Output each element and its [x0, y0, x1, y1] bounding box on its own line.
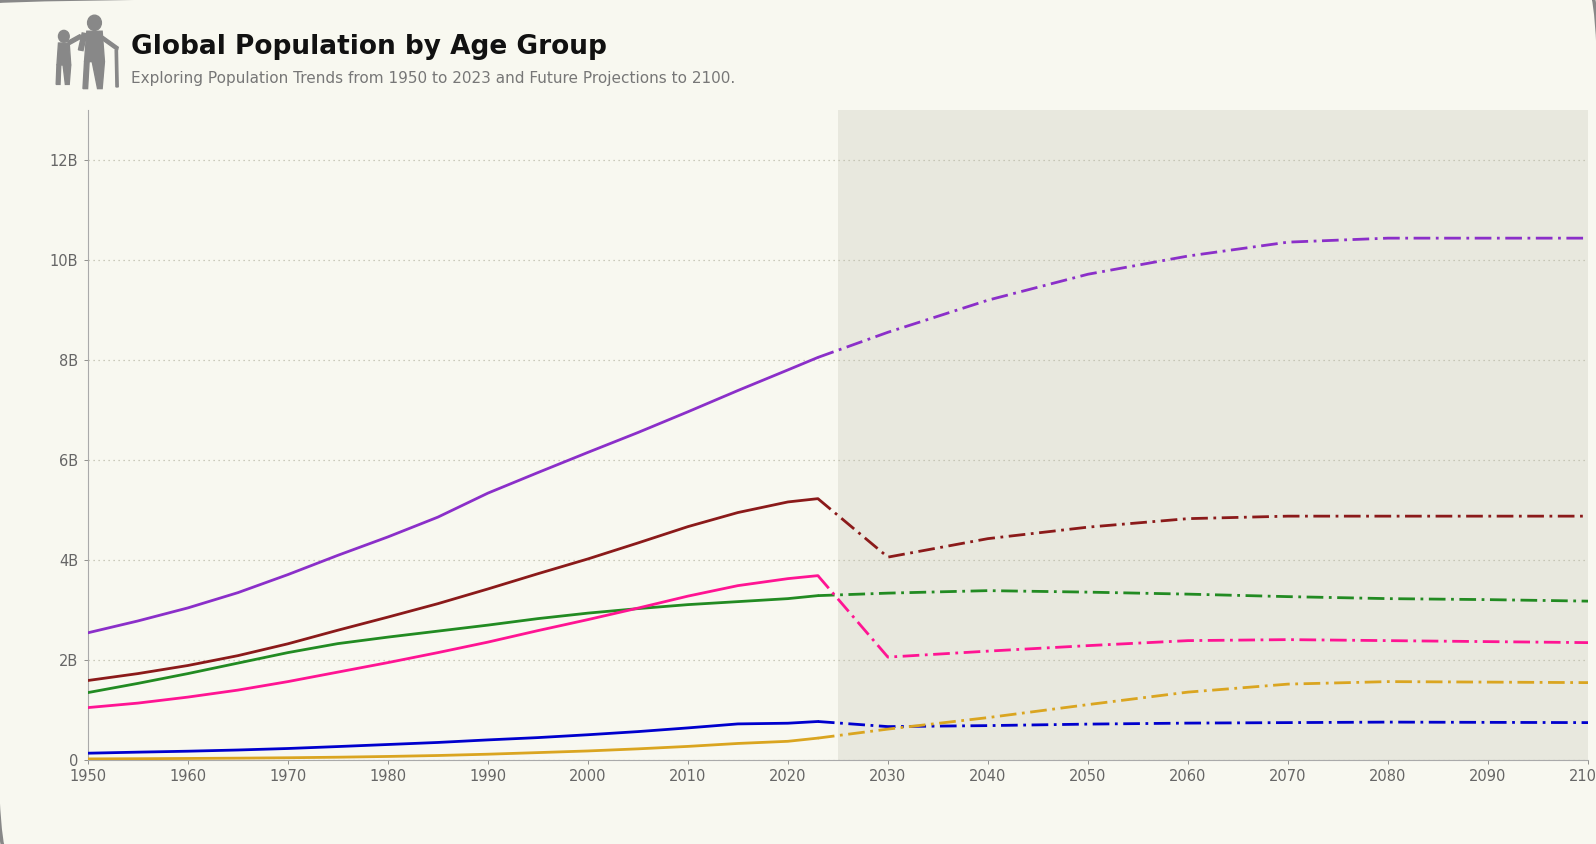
Circle shape — [88, 15, 102, 30]
Polygon shape — [56, 65, 61, 84]
Bar — [838, 110, 1588, 760]
Polygon shape — [93, 62, 104, 89]
Circle shape — [59, 30, 69, 42]
Polygon shape — [83, 62, 89, 89]
Text: Exploring Population Trends from 1950 to 2023 and Future Projections to 2100.: Exploring Population Trends from 1950 to… — [131, 71, 736, 86]
Polygon shape — [64, 65, 70, 84]
Polygon shape — [78, 33, 86, 51]
Polygon shape — [85, 31, 104, 62]
Polygon shape — [67, 35, 81, 45]
Polygon shape — [115, 50, 118, 87]
Text: Global Population by Age Group: Global Population by Age Group — [131, 35, 606, 60]
Polygon shape — [102, 36, 118, 51]
Polygon shape — [57, 43, 70, 65]
